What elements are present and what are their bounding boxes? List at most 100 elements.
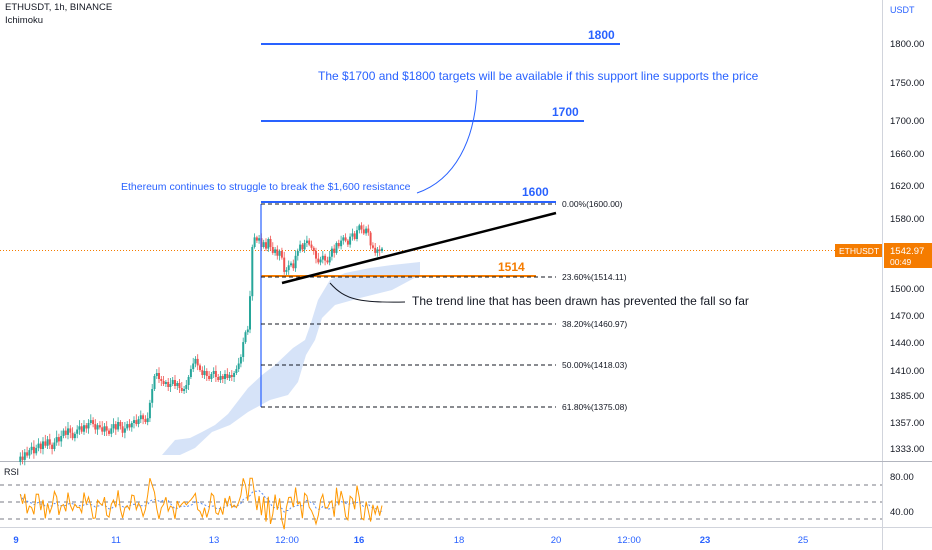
candle-body xyxy=(326,260,329,263)
candle-body xyxy=(296,251,299,256)
candle-body xyxy=(330,248,333,257)
price-tick: 1440.00 xyxy=(890,338,924,349)
symbol-tag-bg xyxy=(835,244,882,257)
candle-body xyxy=(189,369,192,377)
candle-body xyxy=(69,428,72,433)
candle-body xyxy=(346,240,349,245)
candle-body xyxy=(51,444,54,449)
price-tick: 1357.00 xyxy=(890,418,924,429)
candle-body xyxy=(251,247,254,297)
candle-body xyxy=(369,232,372,246)
candle-body xyxy=(280,251,283,258)
time-tick: 13 xyxy=(209,535,220,546)
candle-body xyxy=(78,426,81,430)
candle-body xyxy=(301,244,304,250)
price-tick: 1800.00 xyxy=(890,39,924,50)
candle-body xyxy=(130,423,133,428)
candle-body xyxy=(103,426,106,432)
candle-body xyxy=(101,427,104,432)
axis-currency: USDT xyxy=(890,5,915,15)
trend-line[interactable] xyxy=(281,211,557,285)
candle-body xyxy=(55,437,58,443)
candle-body xyxy=(112,424,115,429)
candle-body xyxy=(139,415,142,420)
candle-body xyxy=(351,233,354,237)
candle-body xyxy=(23,452,26,460)
candle-body xyxy=(108,430,110,434)
candle-body xyxy=(362,229,365,234)
fib-levels: 0.00%(1600.00) 23.60%(1514.11) 38.20%(14… xyxy=(261,199,627,412)
candle-body xyxy=(62,430,65,436)
candle-body xyxy=(374,247,377,253)
fib-label-23-6: 23.60%(1514.11) xyxy=(562,272,627,282)
candle-body xyxy=(319,259,322,263)
rsi-tick-40: 40.00 xyxy=(890,507,914,518)
candle-body xyxy=(123,428,126,433)
candle-body xyxy=(114,424,117,430)
candle-body xyxy=(294,255,297,269)
candle-body xyxy=(333,248,336,253)
candle-body xyxy=(210,374,213,379)
candle-body xyxy=(246,329,249,333)
targets-callout-curve xyxy=(416,89,478,194)
candle-body xyxy=(121,426,124,433)
targets-note: The $1700 and $1800 targets will be avai… xyxy=(318,69,759,83)
price-tag: 1542.97 xyxy=(890,246,924,257)
candle-body xyxy=(96,425,99,430)
candle-body xyxy=(187,377,190,385)
candle-body xyxy=(358,225,361,231)
time-tick: 23 xyxy=(700,535,711,546)
candle-body xyxy=(80,426,83,432)
candle-body xyxy=(242,342,245,357)
candle-body xyxy=(230,375,233,377)
candle-body xyxy=(46,439,49,446)
time-tick: 18 xyxy=(454,535,465,546)
resistance-note: Ethereum continues to struggle to break … xyxy=(121,181,411,193)
symbol-title[interactable]: ETHUSDT, 1h, BINANCE xyxy=(5,2,113,13)
candle-body xyxy=(151,389,154,403)
candle-body xyxy=(19,456,22,462)
candle-body xyxy=(310,244,313,248)
time-tick: 12:00 xyxy=(617,535,641,546)
indicator-label[interactable]: Ichimoku xyxy=(5,15,44,26)
candle-body xyxy=(205,371,208,376)
candle-body xyxy=(146,418,149,423)
candle-body xyxy=(126,424,129,429)
candle-body xyxy=(226,374,229,378)
rsi-line xyxy=(19,477,383,530)
candle-body xyxy=(194,358,197,364)
candle-body xyxy=(285,270,288,272)
candle-body xyxy=(57,437,60,442)
candle-body xyxy=(35,447,38,454)
candle-body xyxy=(381,248,383,251)
candle-body xyxy=(26,452,29,456)
time-tick: 16 xyxy=(354,535,365,546)
candle-body xyxy=(199,365,201,371)
rsi-ma-line xyxy=(19,490,383,514)
price-tick: 1333.00 xyxy=(890,444,924,455)
candle-body xyxy=(201,370,204,375)
candle-body xyxy=(276,249,279,256)
candle-body xyxy=(321,255,324,260)
candle-body xyxy=(98,425,101,428)
candle-body xyxy=(37,443,40,448)
candle-body xyxy=(185,385,188,389)
candle-body xyxy=(176,383,179,386)
price-tick: 1500.00 xyxy=(890,284,924,295)
level-1514-label: 1514 xyxy=(498,260,525,274)
candle-body xyxy=(328,256,331,263)
candle-body xyxy=(192,363,195,370)
candle-body xyxy=(292,263,295,269)
candle-body xyxy=(212,371,215,374)
price-tick: 1660.00 xyxy=(890,149,924,160)
candle-body xyxy=(160,379,163,381)
candle-body xyxy=(378,249,381,251)
candle-body xyxy=(162,381,165,384)
level-1700-label: 1700 xyxy=(552,105,579,119)
candle-body xyxy=(196,358,199,366)
candle-body xyxy=(278,251,281,256)
candle-body xyxy=(167,382,170,387)
candle-body xyxy=(117,422,120,430)
